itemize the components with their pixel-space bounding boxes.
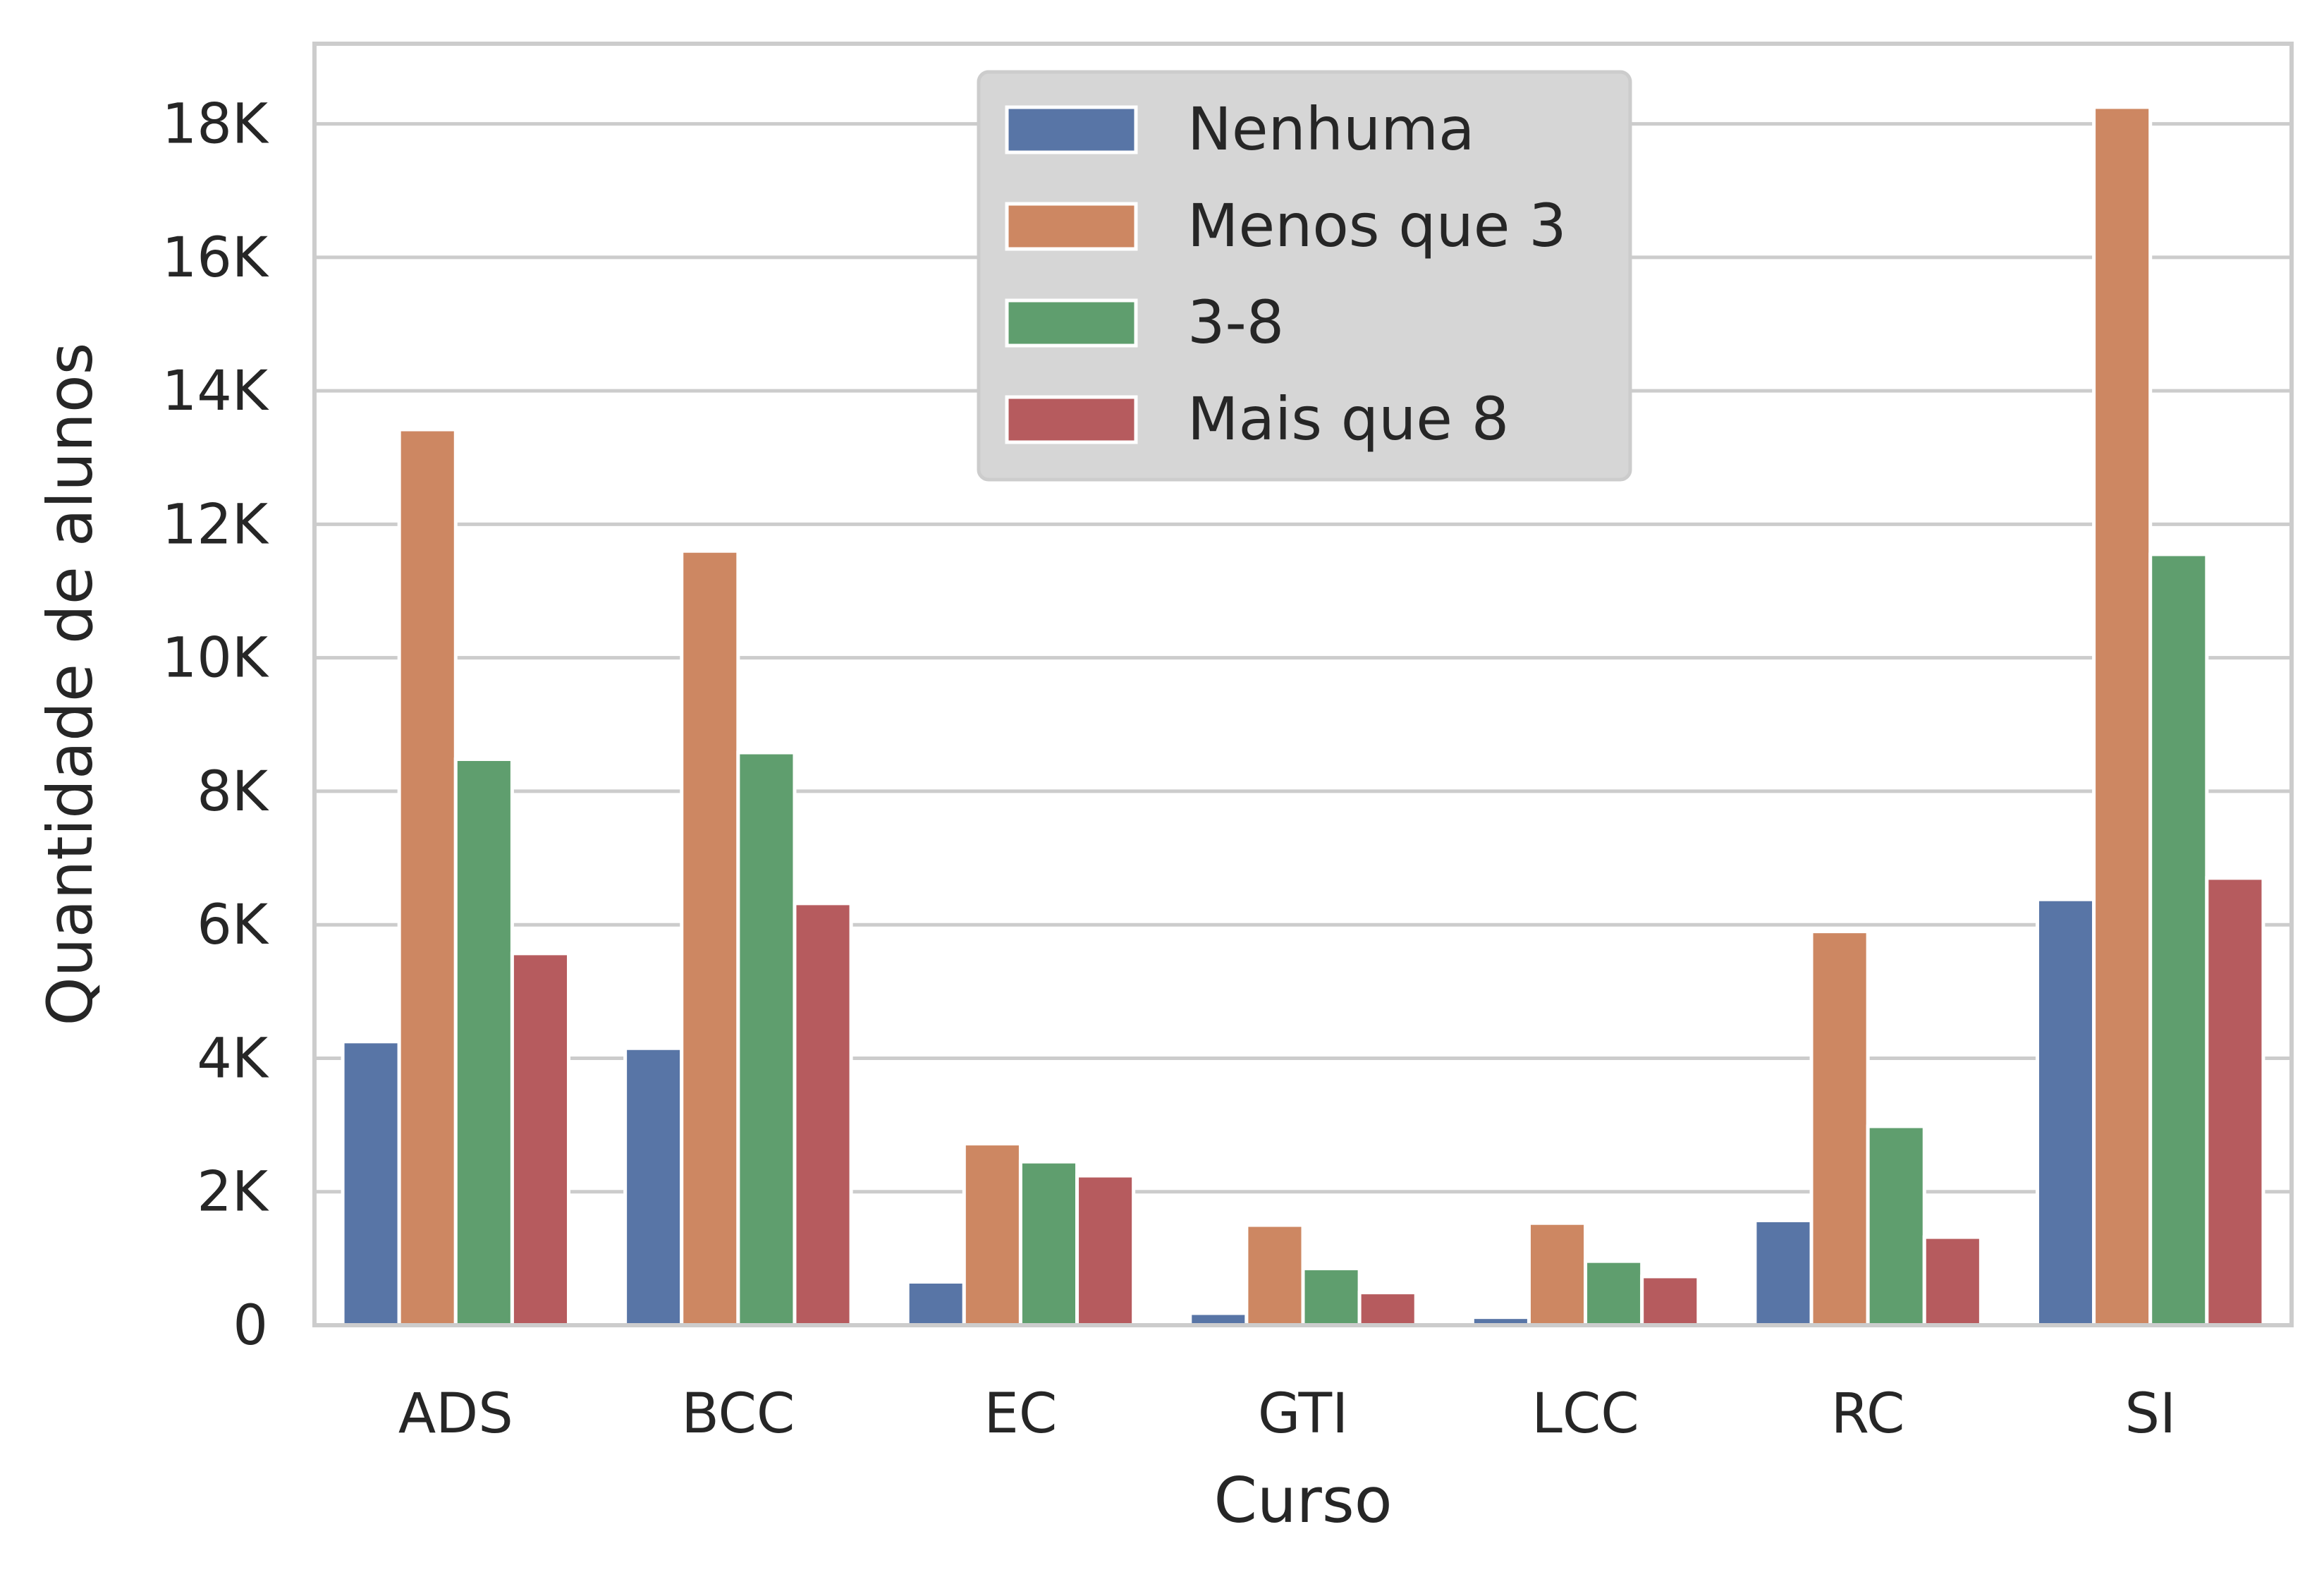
legend-label: Nenhuma <box>1187 95 1475 164</box>
bar-si-2 <box>2148 552 2209 1327</box>
y-tick-label: 4K <box>197 1027 269 1090</box>
bar-ec-0 <box>905 1279 966 1327</box>
bar-lcc-2 <box>1584 1259 1644 1327</box>
y-tick-label: 6K <box>197 894 269 957</box>
y-tick-label: 12K <box>162 493 269 556</box>
y-axis-title: Quantidade de alunos <box>34 342 106 1025</box>
bar-ec-2 <box>1018 1159 1080 1327</box>
bar-ads-1 <box>397 427 458 1327</box>
x-tick-label: BCC <box>681 1382 795 1446</box>
bar-lcc-3 <box>1640 1274 1701 1327</box>
legend-swatch <box>1005 105 1138 154</box>
x-tick-label: LCC <box>1531 1382 1639 1446</box>
legend-box <box>977 70 1632 482</box>
bar-si-3 <box>2205 876 2265 1327</box>
bar-ec-3 <box>1075 1174 1136 1327</box>
legend-swatch <box>1005 395 1138 444</box>
y-tick-label: 0 <box>233 1294 268 1358</box>
y-tick-label: 2K <box>197 1161 269 1224</box>
bar-ads-0 <box>341 1040 401 1327</box>
legend-label: Mais que 8 <box>1187 384 1509 453</box>
y-axis: 0 2K 4K 6K 8K 10K 12K 14K 16K 18K <box>162 93 269 1358</box>
y-tick-label: 8K <box>197 760 269 824</box>
bar-bcc-0 <box>623 1046 684 1327</box>
bar-rc-0 <box>1753 1218 1814 1327</box>
legend-swatch <box>1005 298 1138 348</box>
bar-ads-3 <box>510 951 571 1327</box>
x-tick-label: ADS <box>398 1382 513 1446</box>
bar-rc-3 <box>1922 1235 1983 1327</box>
legend-swatch <box>1005 202 1138 251</box>
legend: Nenhuma Menos que 3 3-8 Mais que 8 <box>977 70 1632 482</box>
x-axis-title: Curso <box>1213 1464 1392 1537</box>
legend-label: Menos que 3 <box>1187 191 1567 260</box>
bar-si-1 <box>2092 105 2153 1327</box>
plot-frame <box>312 42 2294 1327</box>
y-tick-label: 18K <box>162 93 269 157</box>
y-tick-label: 10K <box>162 627 269 690</box>
bar-bcc-1 <box>680 549 740 1327</box>
y-tick-label: 16K <box>162 226 269 290</box>
x-tick-label: GTI <box>1258 1382 1348 1446</box>
y-tick-label: 14K <box>162 360 269 423</box>
bar-gti-1 <box>1244 1223 1305 1327</box>
x-tick-label: RC <box>1831 1382 1905 1446</box>
bar-gti-3 <box>1357 1291 1418 1327</box>
bar-lcc-1 <box>1527 1221 1588 1327</box>
legend-label: 3-8 <box>1187 288 1284 357</box>
bar-ec-1 <box>962 1142 1022 1327</box>
bar-bcc-3 <box>793 901 853 1327</box>
x-tick-label: EC <box>984 1382 1058 1446</box>
bar-bcc-2 <box>736 750 797 1327</box>
bar-rc-1 <box>1809 930 1870 1327</box>
x-tick-label: SI <box>2124 1382 2176 1446</box>
x-axis: ADS BCC EC GTI LCC RC SI <box>398 1382 2176 1446</box>
bar-si-0 <box>2035 897 2096 1327</box>
bar-rc-2 <box>1866 1124 1926 1327</box>
bars <box>341 105 2265 1327</box>
bar-ads-2 <box>453 757 514 1327</box>
bar-gti-2 <box>1301 1267 1362 1327</box>
